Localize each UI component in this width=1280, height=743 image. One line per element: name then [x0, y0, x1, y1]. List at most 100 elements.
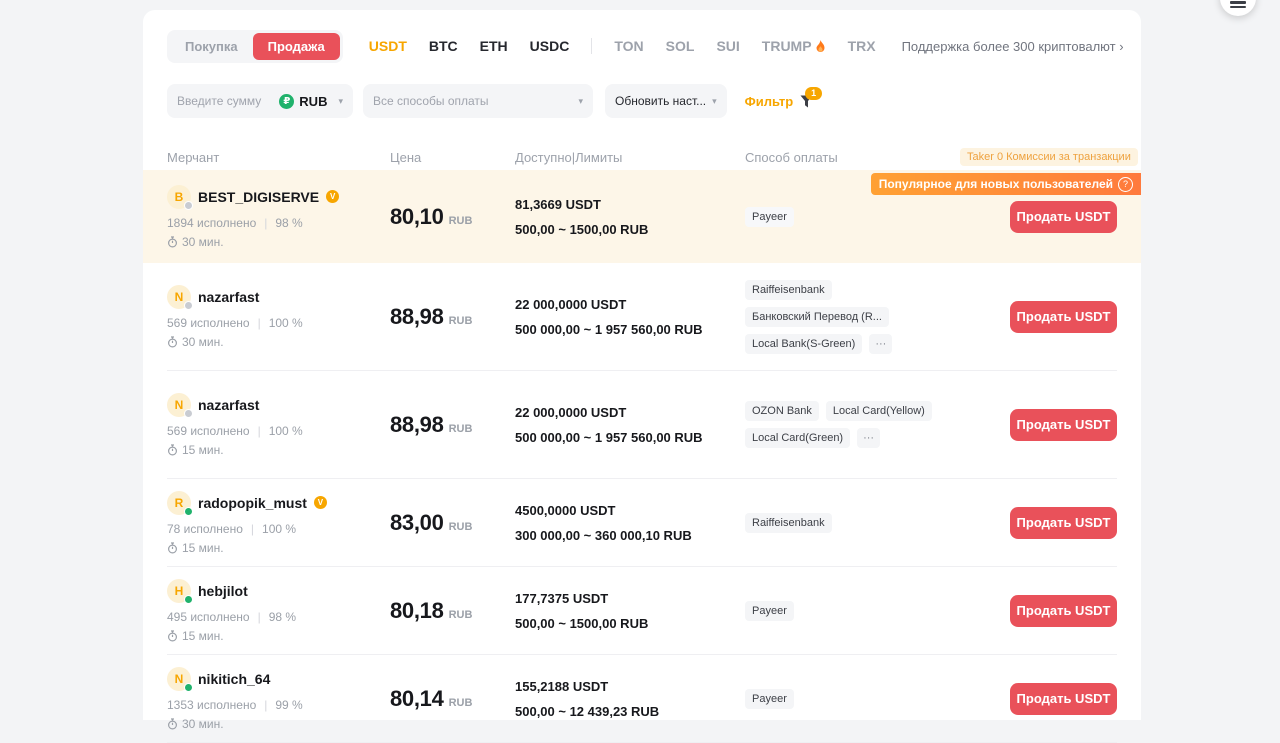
merchant-cell: R radopopik_must V 78 исполнено | 100 % 15… — [167, 490, 390, 555]
tab-coin-ton[interactable]: TON — [614, 38, 644, 54]
payment-methods: Payeer — [745, 600, 945, 621]
available-amount: 22 000,0000 USDT — [515, 404, 627, 420]
merchant-avatar[interactable]: N — [167, 392, 193, 418]
price-cell: 88,98 RUB — [390, 412, 515, 438]
col-merchant: Мерчант — [167, 149, 220, 165]
price-value: 80,18 — [390, 597, 444, 623]
payment-placeholder: Все способы оплаты — [373, 94, 489, 108]
menu-button[interactable] — [1220, 0, 1256, 16]
merchant-avatar[interactable]: N — [167, 284, 193, 310]
offer-row: R radopopik_must V 78 исполнено | 100 % 15… — [167, 479, 1117, 567]
action-cell: Продать USDT — [1010, 300, 1117, 333]
payment-methods: Raiffeisenbank — [745, 512, 945, 533]
merchant-avatar[interactable]: N — [167, 666, 193, 692]
more-payments-button[interactable]: ··· — [869, 333, 893, 354]
merchant-avatar[interactable]: H — [167, 578, 193, 604]
merchant-name[interactable]: BEST_DIGISERVE — [198, 188, 320, 205]
merchant-name[interactable]: nazarfast — [198, 288, 260, 305]
rub-coin-icon: ₽ — [279, 93, 295, 109]
action-cell: Продать USDT — [1010, 506, 1117, 539]
offer-row: H hebjilot 495 исполнено | 98 % 15 мин. 80… — [167, 567, 1117, 655]
tab-coin-sui[interactable]: SUI — [716, 38, 740, 54]
flame-icon — [816, 39, 825, 52]
limits-cell: 22 000,0000 USDT 500 000,00 ~ 1 957 560,… — [515, 405, 745, 445]
merchant-avatar[interactable]: R — [167, 490, 193, 516]
price-currency: RUB — [448, 696, 473, 709]
order-limits: 500 000,00 ~ 1 957 560,00 RUB — [515, 321, 703, 337]
limits-cell: 155,2188 USDT 500,00 ~ 12 439,23 RUB — [515, 679, 745, 719]
sell-button[interactable]: Продать USDT — [1010, 506, 1117, 539]
more-payments-button[interactable]: ··· — [857, 428, 881, 448]
price-value: 88,98 — [390, 411, 444, 437]
merchant-stats: 1353 исполнено | 99 % — [167, 697, 303, 712]
price-cell: 88,98 RUB — [390, 304, 515, 330]
payment-method-chip: Payeer — [745, 688, 794, 709]
col-limits: Доступно|Лимиты — [515, 149, 623, 165]
merchant-name[interactable]: nikitich_64 — [198, 670, 271, 687]
order-limits: 500,00 ~ 1500,00 RUB — [515, 615, 649, 631]
available-amount: 4500,0000 USDT — [515, 502, 616, 518]
help-icon[interactable]: ? — [1118, 176, 1133, 192]
payment-method-chip: Payeer — [745, 206, 794, 227]
price-currency: RUB — [448, 608, 473, 621]
payment-window: 30 мин. — [167, 335, 390, 349]
merchant-name[interactable]: nazarfast — [198, 396, 260, 413]
payment-window: 15 мин. — [167, 629, 390, 643]
tab-coin-usdt[interactable]: USDT — [368, 38, 407, 54]
amount-input[interactable]: Введите сумму ₽ RUB ▾ — [167, 84, 353, 118]
tab-sell[interactable]: Продажа — [252, 32, 340, 60]
hamburger-icon — [1230, 1, 1246, 4]
sell-button[interactable]: Продать USDT — [1010, 200, 1117, 233]
merchant-name[interactable]: radopopik_must — [198, 494, 307, 511]
payment-method-chip: Payeer — [745, 600, 794, 621]
online-status-dot — [184, 300, 193, 310]
sell-button[interactable]: Продать USDT — [1010, 300, 1117, 333]
tab-coin-trump[interactable]: TRUMP — [762, 38, 826, 54]
price-value: 88,98 — [390, 303, 444, 329]
available-amount: 155,2188 USDT — [515, 678, 609, 694]
verified-icon: V — [326, 190, 340, 203]
online-status-dot — [184, 408, 193, 418]
payment-method-chip: Local Bank(S-Green) — [745, 333, 863, 354]
merchant-name[interactable]: hebjilot — [198, 582, 248, 599]
action-cell: Продать USDT — [1010, 682, 1117, 715]
order-limits: 500,00 ~ 1500,00 RUB — [515, 221, 649, 237]
toolbar: Покупка Продажа USDT BTC ETH USDC TON SO… — [167, 29, 1124, 63]
tab-coin-eth[interactable]: ETH — [479, 38, 508, 54]
timer-icon — [167, 541, 178, 554]
fiat-currency-select[interactable]: ₽ RUB ▾ — [279, 93, 343, 109]
sell-button[interactable]: Продать USDT — [1010, 408, 1117, 441]
payment-method-chip: Raiffeisenbank — [745, 279, 832, 300]
merchant-avatar[interactable]: B — [167, 184, 193, 210]
limits-cell: 177,7375 USDT 500,00 ~ 1500,00 RUB — [515, 591, 745, 631]
limits-cell: 4500,0000 USDT 300 000,00 ~ 360 000,10 R… — [515, 503, 745, 543]
order-limits: 500 000,00 ~ 1 957 560,00 RUB — [515, 429, 703, 445]
chevron-down-icon: ▾ — [578, 95, 583, 106]
merchant-stats: 78 исполнено | 100 % — [167, 521, 297, 536]
sell-button[interactable]: Продать USDT — [1010, 594, 1117, 627]
filter-button[interactable]: Фильтр 1 — [745, 86, 823, 109]
tab-coin-btc[interactable]: BTC — [428, 38, 458, 54]
available-amount: 177,7375 USDT — [515, 590, 609, 606]
fiat-currency-value: RUB — [299, 93, 328, 109]
chevron-right-icon: › — [1119, 38, 1124, 54]
sell-button[interactable]: Продать USDT — [1010, 682, 1117, 715]
offer-row: N nikitich_64 1353 исполнено | 99 % 30 мин… — [167, 655, 1117, 743]
tab-coin-sol[interactable]: SOL — [665, 38, 695, 54]
merchant-stats: 569 исполнено | 100 % — [167, 315, 303, 330]
table-header: Мерчант Цена Доступно|Лимиты Способ опла… — [167, 144, 1138, 170]
price-value: 80,10 — [390, 203, 444, 229]
support-link[interactable]: Поддержка более 300 криптовалют › — [901, 38, 1124, 54]
online-status-dot — [184, 200, 193, 210]
merchant-stats: 1894 исполнено | 98 % — [167, 215, 303, 230]
action-cell: Продать USDT — [1010, 200, 1117, 233]
col-price: Цена — [390, 149, 422, 165]
payment-method-chip: Local Card(Yellow) — [825, 401, 932, 421]
payment-method-select[interactable]: Все способы оплаты ▾ — [363, 84, 593, 118]
payment-window: 30 мин. — [167, 235, 390, 249]
tab-coin-usdc[interactable]: USDC — [529, 38, 570, 54]
tab-coin-trx[interactable]: TRX — [847, 38, 876, 54]
refresh-settings-select[interactable]: Обновить наст... ▾ — [605, 84, 727, 118]
tab-buy[interactable]: Покупка — [170, 33, 253, 60]
timer-icon — [167, 335, 178, 348]
